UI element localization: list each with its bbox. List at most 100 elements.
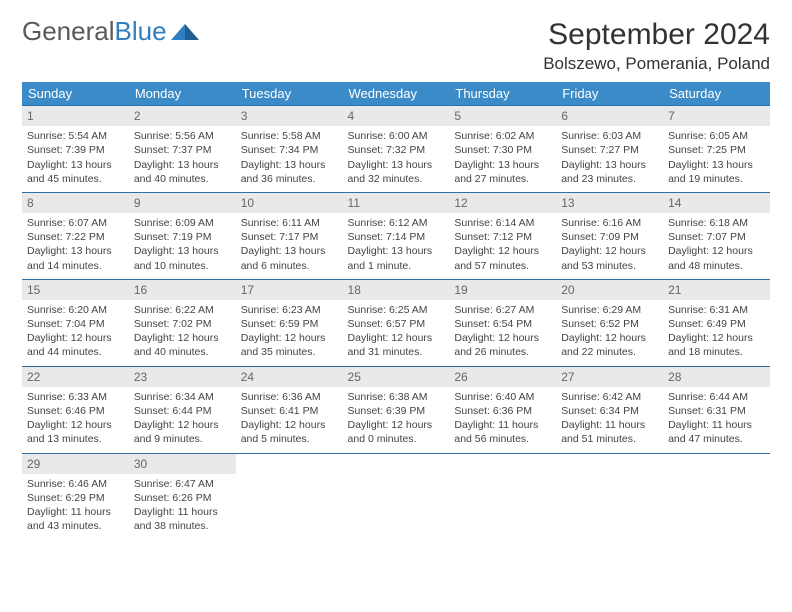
- daylight-line: Daylight: 12 hours and 48 minutes.: [668, 244, 765, 272]
- sunset-line: Sunset: 6:39 PM: [348, 404, 445, 418]
- sunrise-line: Sunrise: 6:05 AM: [668, 129, 765, 143]
- calendar-cell: 2Sunrise: 5:56 AMSunset: 7:37 PMDaylight…: [129, 106, 236, 193]
- sunset-line: Sunset: 6:46 PM: [27, 404, 124, 418]
- calendar-cell: 11Sunrise: 6:12 AMSunset: 7:14 PMDayligh…: [343, 192, 450, 279]
- calendar-cell: 19Sunrise: 6:27 AMSunset: 6:54 PMDayligh…: [449, 279, 556, 366]
- daylight-line: Daylight: 13 hours and 10 minutes.: [134, 244, 231, 272]
- sunset-line: Sunset: 7:22 PM: [27, 230, 124, 244]
- calendar-cell: [556, 453, 663, 539]
- calendar-cell: 29Sunrise: 6:46 AMSunset: 6:29 PMDayligh…: [22, 453, 129, 539]
- day-number: 18: [343, 280, 450, 300]
- daylight-line: Daylight: 13 hours and 32 minutes.: [348, 158, 445, 186]
- calendar-cell: 14Sunrise: 6:18 AMSunset: 7:07 PMDayligh…: [663, 192, 770, 279]
- calendar-cell: 6Sunrise: 6:03 AMSunset: 7:27 PMDaylight…: [556, 106, 663, 193]
- calendar-cell: 1Sunrise: 5:54 AMSunset: 7:39 PMDaylight…: [22, 106, 129, 193]
- sunset-line: Sunset: 7:14 PM: [348, 230, 445, 244]
- daylight-line: Daylight: 13 hours and 40 minutes.: [134, 158, 231, 186]
- sunrise-line: Sunrise: 6:44 AM: [668, 390, 765, 404]
- calendar-cell: 12Sunrise: 6:14 AMSunset: 7:12 PMDayligh…: [449, 192, 556, 279]
- calendar-cell: 9Sunrise: 6:09 AMSunset: 7:19 PMDaylight…: [129, 192, 236, 279]
- day-number: 12: [449, 193, 556, 213]
- calendar-cell: [343, 453, 450, 539]
- sunset-line: Sunset: 7:32 PM: [348, 143, 445, 157]
- weekday-header: Tuesday: [236, 82, 343, 106]
- day-number: 28: [663, 367, 770, 387]
- calendar-cell: 25Sunrise: 6:38 AMSunset: 6:39 PMDayligh…: [343, 366, 450, 453]
- sunset-line: Sunset: 7:39 PM: [27, 143, 124, 157]
- sunrise-line: Sunrise: 6:46 AM: [27, 477, 124, 491]
- calendar-table: SundayMondayTuesdayWednesdayThursdayFrid…: [22, 82, 770, 539]
- daylight-line: Daylight: 12 hours and 40 minutes.: [134, 331, 231, 359]
- daylight-line: Daylight: 12 hours and 5 minutes.: [241, 418, 338, 446]
- calendar-row: 1Sunrise: 5:54 AMSunset: 7:39 PMDaylight…: [22, 106, 770, 193]
- day-number: 8: [22, 193, 129, 213]
- calendar-row: 22 Sunrise: 6:33 AMSunset: 6:46 PM Dayligh…: [22, 366, 770, 453]
- daylight-line: Daylight: 13 hours and 45 minutes.: [27, 158, 124, 186]
- sunset-line: Sunset: 7:17 PM: [241, 230, 338, 244]
- calendar-cell: [663, 453, 770, 539]
- daylight-line: Daylight: 12 hours and 22 minutes.: [561, 331, 658, 359]
- calendar-row: 8Sunrise: 6:07 AMSunset: 7:22 PMDaylight…: [22, 192, 770, 279]
- sunset-line: Sunset: 7:02 PM: [134, 317, 231, 331]
- day-number: 23: [129, 367, 236, 387]
- day-number: 5: [449, 106, 556, 126]
- daylight-line: Daylight: 12 hours and 57 minutes.: [454, 244, 551, 272]
- day-number: 22: [22, 367, 129, 387]
- title-block: September 2024 Bolszewo, Pomerania, Pola…: [543, 18, 770, 74]
- sunrise-line: Sunrise: 6:36 AM: [241, 390, 338, 404]
- daylight-line: Daylight: 12 hours and 9 minutes.: [134, 418, 231, 446]
- sunrise-line: Sunrise: 6:29 AM: [561, 303, 658, 317]
- calendar-cell: 27Sunrise: 6:42 AMSunset: 6:34 PMDayligh…: [556, 366, 663, 453]
- weekday-header: Saturday: [663, 82, 770, 106]
- sunset-line: Sunset: 7:12 PM: [454, 230, 551, 244]
- sunrise-line: Sunrise: 6:22 AM: [134, 303, 231, 317]
- sunset-line: Sunset: 6:29 PM: [27, 491, 124, 505]
- calendar-cell: 5Sunrise: 6:02 AMSunset: 7:30 PMDaylight…: [449, 106, 556, 193]
- calendar-cell: 7Sunrise: 6:05 AMSunset: 7:25 PMDaylight…: [663, 106, 770, 193]
- weekday-header: Monday: [129, 82, 236, 106]
- sunset-line: Sunset: 6:26 PM: [134, 491, 231, 505]
- day-number: 24: [236, 367, 343, 387]
- sunrise-line: Sunrise: 6:34 AM: [134, 390, 231, 404]
- day-number: 25: [343, 367, 450, 387]
- sunrise-line: Sunrise: 6:02 AM: [454, 129, 551, 143]
- sunrise-line: Sunrise: 6:03 AM: [561, 129, 658, 143]
- weekday-header: Friday: [556, 82, 663, 106]
- sunset-line: Sunset: 6:31 PM: [668, 404, 765, 418]
- daylight-line: Daylight: 11 hours and 38 minutes.: [134, 505, 231, 533]
- day-number: 11: [343, 193, 450, 213]
- weekday-header: Thursday: [449, 82, 556, 106]
- sunset-line: Sunset: 6:52 PM: [561, 317, 658, 331]
- calendar-cell: 10Sunrise: 6:11 AMSunset: 7:17 PMDayligh…: [236, 192, 343, 279]
- sunset-line: Sunset: 6:54 PM: [454, 317, 551, 331]
- sunrise-line: Sunrise: 6:42 AM: [561, 390, 658, 404]
- calendar-cell: 4Sunrise: 6:00 AMSunset: 7:32 PMDaylight…: [343, 106, 450, 193]
- sunset-line: Sunset: 7:34 PM: [241, 143, 338, 157]
- sunrise-line: Sunrise: 6:38 AM: [348, 390, 445, 404]
- logo: GeneralBlue: [22, 18, 201, 44]
- daylight-line: Daylight: 12 hours and 26 minutes.: [454, 331, 551, 359]
- calendar-cell: 30Sunrise: 6:47 AMSunset: 6:26 PMDayligh…: [129, 453, 236, 539]
- day-number: 29: [22, 454, 129, 474]
- sunset-line: Sunset: 6:59 PM: [241, 317, 338, 331]
- sunset-line: Sunset: 7:37 PM: [134, 143, 231, 157]
- month-title: September 2024: [543, 18, 770, 52]
- sunset-line: Sunset: 6:34 PM: [561, 404, 658, 418]
- day-number: 4: [343, 106, 450, 126]
- sunrise-line: Sunrise: 5:58 AM: [241, 129, 338, 143]
- day-number: 17: [236, 280, 343, 300]
- calendar-cell: 17Sunrise: 6:23 AMSunset: 6:59 PMDayligh…: [236, 279, 343, 366]
- calendar-cell: 26Sunrise: 6:40 AMSunset: 6:36 PMDayligh…: [449, 366, 556, 453]
- sunrise-line: Sunrise: 6:47 AM: [134, 477, 231, 491]
- header: GeneralBlue September 2024 Bolszewo, Pom…: [22, 18, 770, 74]
- day-number: 13: [556, 193, 663, 213]
- sunset-line: Sunset: 7:25 PM: [668, 143, 765, 157]
- sunrise-line: Sunrise: 6:20 AM: [27, 303, 124, 317]
- sunrise-line: Sunrise: 6:33 AM: [27, 390, 124, 404]
- sunset-line: Sunset: 6:41 PM: [241, 404, 338, 418]
- day-number: 10: [236, 193, 343, 213]
- daylight-line: Daylight: 12 hours and 53 minutes.: [561, 244, 658, 272]
- sunrise-line: Sunrise: 5:56 AM: [134, 129, 231, 143]
- daylight-line: Daylight: 12 hours and 44 minutes.: [27, 331, 124, 359]
- sunset-line: Sunset: 7:07 PM: [668, 230, 765, 244]
